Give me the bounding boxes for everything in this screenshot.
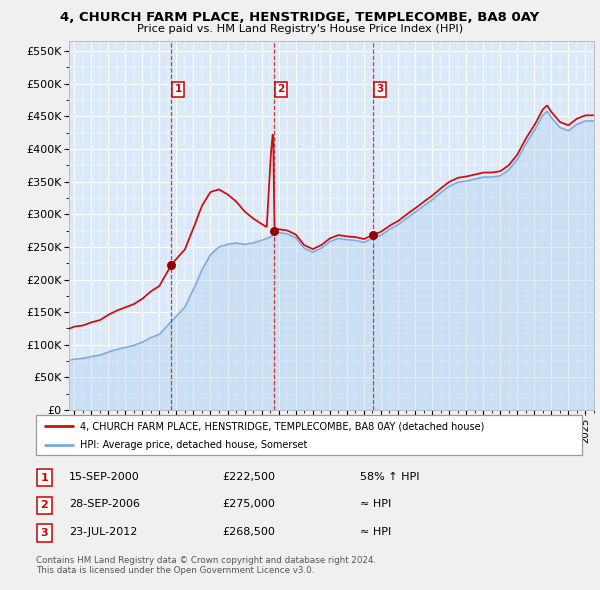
Text: 3: 3 [41,528,48,538]
Text: 1: 1 [175,84,182,94]
Text: £268,500: £268,500 [222,527,275,537]
Text: 4, CHURCH FARM PLACE, HENSTRIDGE, TEMPLECOMBE, BA8 0AY (detached house): 4, CHURCH FARM PLACE, HENSTRIDGE, TEMPLE… [80,421,484,431]
Text: 58% ↑ HPI: 58% ↑ HPI [360,472,419,481]
Text: £222,500: £222,500 [222,472,275,481]
Text: 1: 1 [41,473,48,483]
FancyBboxPatch shape [37,497,52,514]
Text: HPI: Average price, detached house, Somerset: HPI: Average price, detached house, Some… [80,441,307,450]
FancyBboxPatch shape [37,525,52,542]
Text: 4, CHURCH FARM PLACE, HENSTRIDGE, TEMPLECOMBE, BA8 0AY: 4, CHURCH FARM PLACE, HENSTRIDGE, TEMPLE… [61,11,539,24]
Text: 15-SEP-2000: 15-SEP-2000 [69,472,140,481]
Text: 3: 3 [376,84,383,94]
Text: ≈ HPI: ≈ HPI [360,527,391,537]
Text: ≈ HPI: ≈ HPI [360,500,391,509]
FancyBboxPatch shape [36,415,582,455]
Text: 28-SEP-2006: 28-SEP-2006 [69,500,140,509]
FancyBboxPatch shape [37,469,52,486]
Text: £275,000: £275,000 [222,500,275,509]
Text: Price paid vs. HM Land Registry's House Price Index (HPI): Price paid vs. HM Land Registry's House … [137,24,463,34]
Text: This data is licensed under the Open Government Licence v3.0.: This data is licensed under the Open Gov… [36,566,314,575]
Text: 2: 2 [277,84,285,94]
Text: Contains HM Land Registry data © Crown copyright and database right 2024.: Contains HM Land Registry data © Crown c… [36,556,376,565]
Text: 23-JUL-2012: 23-JUL-2012 [69,527,137,537]
Text: 2: 2 [41,500,48,510]
